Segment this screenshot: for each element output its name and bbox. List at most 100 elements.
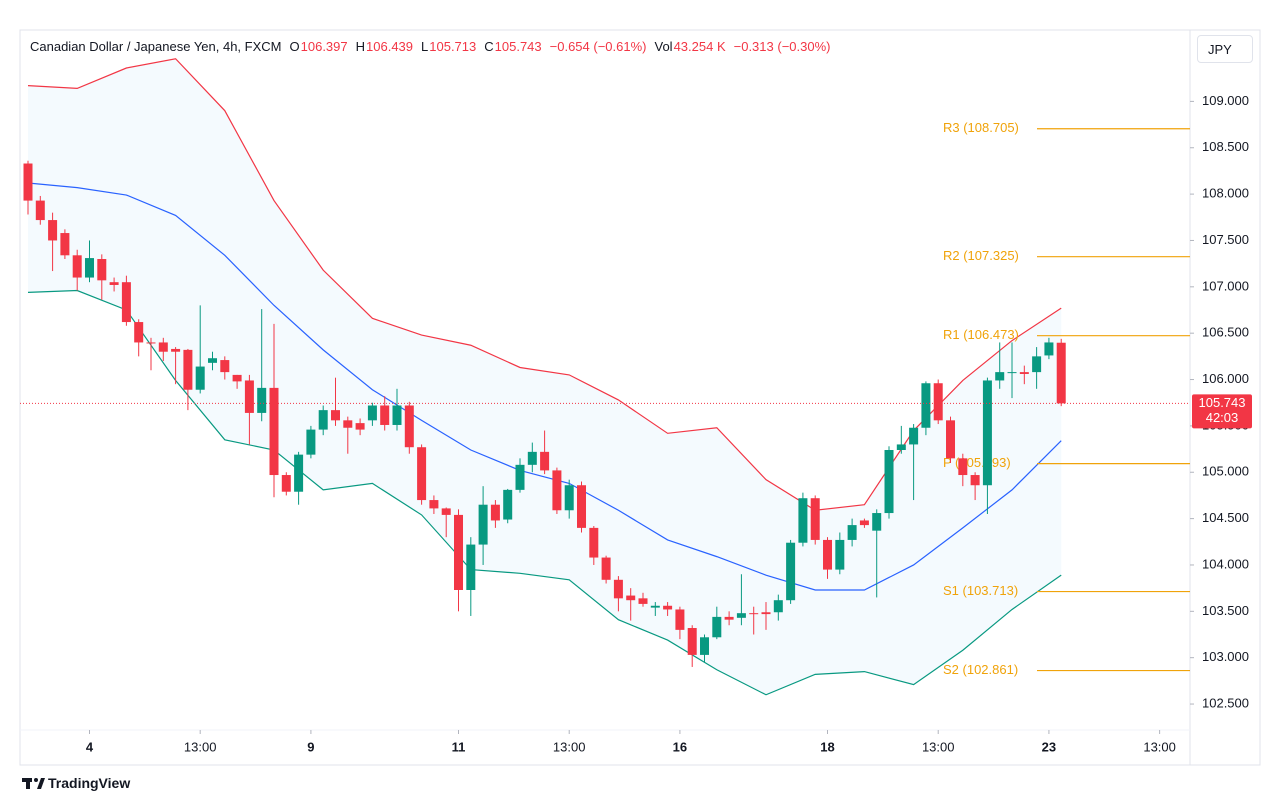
candle-body bbox=[343, 420, 353, 428]
candle-body bbox=[294, 454, 304, 492]
candle-body bbox=[441, 508, 451, 515]
candle-body bbox=[1019, 372, 1029, 374]
candle-body bbox=[367, 405, 377, 421]
x-tick-label: 9 bbox=[307, 739, 314, 754]
y-tick-label: 108.500 bbox=[1202, 139, 1249, 154]
candle-body bbox=[933, 383, 943, 421]
candle-body bbox=[749, 613, 759, 615]
band-fill bbox=[27, 58, 1062, 695]
y-tick-label: 102.500 bbox=[1202, 695, 1249, 710]
ohlc-key: L bbox=[421, 39, 429, 54]
candle-body bbox=[109, 282, 119, 285]
candle-body bbox=[60, 233, 70, 256]
candle-body bbox=[1007, 372, 1017, 374]
y-tick-label: 108.000 bbox=[1202, 186, 1249, 201]
y-tick-label: 106.500 bbox=[1202, 325, 1249, 340]
candle-body bbox=[638, 598, 648, 604]
candle-body bbox=[958, 458, 968, 476]
y-tick-label: 105.000 bbox=[1202, 464, 1249, 479]
ohlc-value: 105.713 bbox=[429, 39, 477, 54]
vol-change: −0.313 (−0.30%) bbox=[733, 39, 831, 54]
ohlc-key: H bbox=[355, 39, 366, 54]
vol-value: 43.254 K bbox=[673, 39, 726, 54]
candle-body bbox=[232, 374, 242, 382]
candle-body bbox=[823, 539, 833, 570]
ohlc-key: C bbox=[484, 39, 494, 54]
candle-body bbox=[1032, 356, 1042, 373]
band-line bbox=[27, 289, 1062, 696]
candle-body bbox=[810, 498, 820, 540]
x-tick-label: 23 bbox=[1042, 739, 1056, 754]
candle-body bbox=[552, 470, 562, 511]
candle-body bbox=[921, 383, 931, 428]
y-tick-label: 104.000 bbox=[1202, 556, 1249, 571]
candle-body bbox=[909, 427, 919, 445]
x-tick-label: 13:00 bbox=[553, 739, 586, 754]
y-tick-label: 107.500 bbox=[1202, 232, 1249, 247]
x-tick-label: 13:00 bbox=[922, 739, 955, 754]
candle-body bbox=[515, 464, 525, 490]
candle-body bbox=[589, 527, 599, 558]
candle-body bbox=[527, 451, 537, 465]
candle-body bbox=[847, 525, 857, 540]
pivot-label: R1 (106.473) bbox=[943, 327, 1019, 342]
candle-body bbox=[207, 358, 217, 363]
candle-body bbox=[72, 255, 82, 278]
candle-body bbox=[712, 616, 722, 638]
pivot-label: R3 (108.705) bbox=[943, 120, 1019, 135]
brand: TradingView bbox=[48, 775, 131, 791]
candle-body bbox=[158, 342, 168, 352]
candle-body bbox=[798, 498, 808, 543]
candle-body bbox=[244, 380, 254, 413]
band-line bbox=[27, 182, 1062, 591]
ohlc-key: O bbox=[289, 39, 300, 54]
x-tick-label: 13:00 bbox=[184, 739, 217, 754]
change: −0.654 (−0.61%) bbox=[549, 39, 647, 54]
candle-body bbox=[700, 637, 710, 655]
candle-body bbox=[650, 605, 660, 608]
x-tick-label: 13:00 bbox=[1143, 739, 1176, 754]
vol-key: Vol bbox=[654, 39, 673, 54]
candle-body bbox=[872, 513, 882, 531]
y-tick-label: 107.000 bbox=[1202, 278, 1249, 293]
candle-body bbox=[1044, 342, 1054, 356]
candle-body bbox=[392, 405, 402, 425]
x-tick-label: 11 bbox=[452, 739, 466, 754]
symbol: Canadian Dollar / Japanese Yen, 4h, FXCM bbox=[30, 39, 282, 54]
candle-body bbox=[724, 616, 734, 620]
candle-body bbox=[35, 200, 45, 221]
candle-body bbox=[23, 163, 33, 201]
candle-body bbox=[404, 405, 414, 448]
candle-body bbox=[281, 475, 291, 492]
countdown: 42:03 bbox=[1206, 410, 1239, 425]
candle-body bbox=[380, 405, 390, 425]
candle-body bbox=[540, 451, 550, 471]
ohlc-value: 106.439 bbox=[366, 39, 414, 54]
candle-body bbox=[84, 258, 94, 278]
legend-header: Canadian Dollar / Japanese Yen, 4h, FXCM… bbox=[30, 39, 838, 54]
candle-body bbox=[269, 387, 279, 476]
x-tick-label: 4 bbox=[86, 739, 94, 754]
candle-body bbox=[429, 500, 439, 509]
candle-body bbox=[355, 423, 365, 430]
candle-body bbox=[995, 372, 1005, 381]
candle-body bbox=[478, 504, 488, 545]
candle-body bbox=[257, 387, 267, 413]
candle-body bbox=[134, 322, 144, 343]
ohlc-value: 105.743 bbox=[494, 39, 542, 54]
currency-button[interactable]: JPY bbox=[1197, 35, 1253, 63]
candle-body bbox=[564, 485, 574, 511]
candle-body bbox=[613, 579, 623, 599]
candle-body bbox=[736, 613, 746, 618]
candle-body bbox=[626, 595, 636, 601]
candle-body bbox=[318, 410, 328, 430]
candle-body bbox=[896, 444, 906, 450]
chart-frame bbox=[19, 29, 1261, 766]
candle-body bbox=[970, 475, 980, 486]
candle-body bbox=[306, 429, 316, 455]
candle-body bbox=[601, 557, 611, 580]
pivot-label: R2 (107.325) bbox=[943, 248, 1019, 263]
candle-body bbox=[663, 605, 673, 610]
